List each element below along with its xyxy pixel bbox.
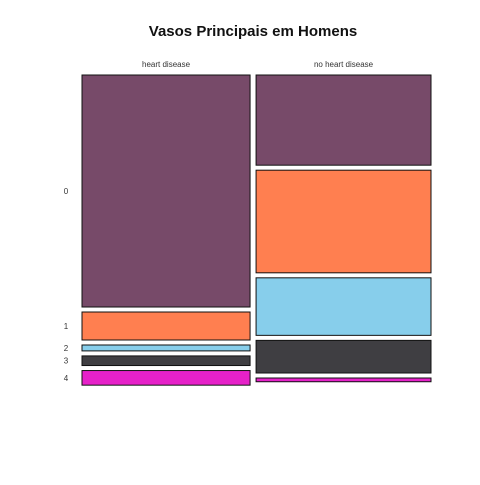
tile-no-heart-disease-2	[255, 277, 432, 336]
row-label-0: 0	[64, 187, 69, 196]
tile-no-heart-disease-1	[255, 169, 432, 274]
row-label-2: 2	[64, 344, 69, 353]
tile-heart-disease-4	[81, 370, 251, 386]
row-label-4: 4	[64, 374, 69, 383]
column-label-1: no heart disease	[314, 60, 374, 69]
tile-heart-disease-3	[81, 355, 251, 367]
tile-heart-disease-1	[81, 311, 251, 341]
row-label-1: 1	[64, 322, 69, 331]
tile-heart-disease-2	[81, 344, 251, 352]
tile-no-heart-disease-0	[255, 74, 432, 166]
tile-no-heart-disease-4	[255, 377, 432, 383]
tile-no-heart-disease-3	[255, 339, 432, 374]
row-label-3: 3	[64, 357, 69, 366]
tile-heart-disease-0	[81, 74, 251, 308]
mosaic-tiles	[81, 74, 432, 386]
row-labels: 0 1 2 3 4	[64, 187, 69, 383]
column-label-0: heart disease	[142, 60, 191, 69]
chart-title: Vasos Principais em Homens	[149, 23, 357, 40]
column-labels: heart disease no heart disease	[142, 60, 374, 69]
